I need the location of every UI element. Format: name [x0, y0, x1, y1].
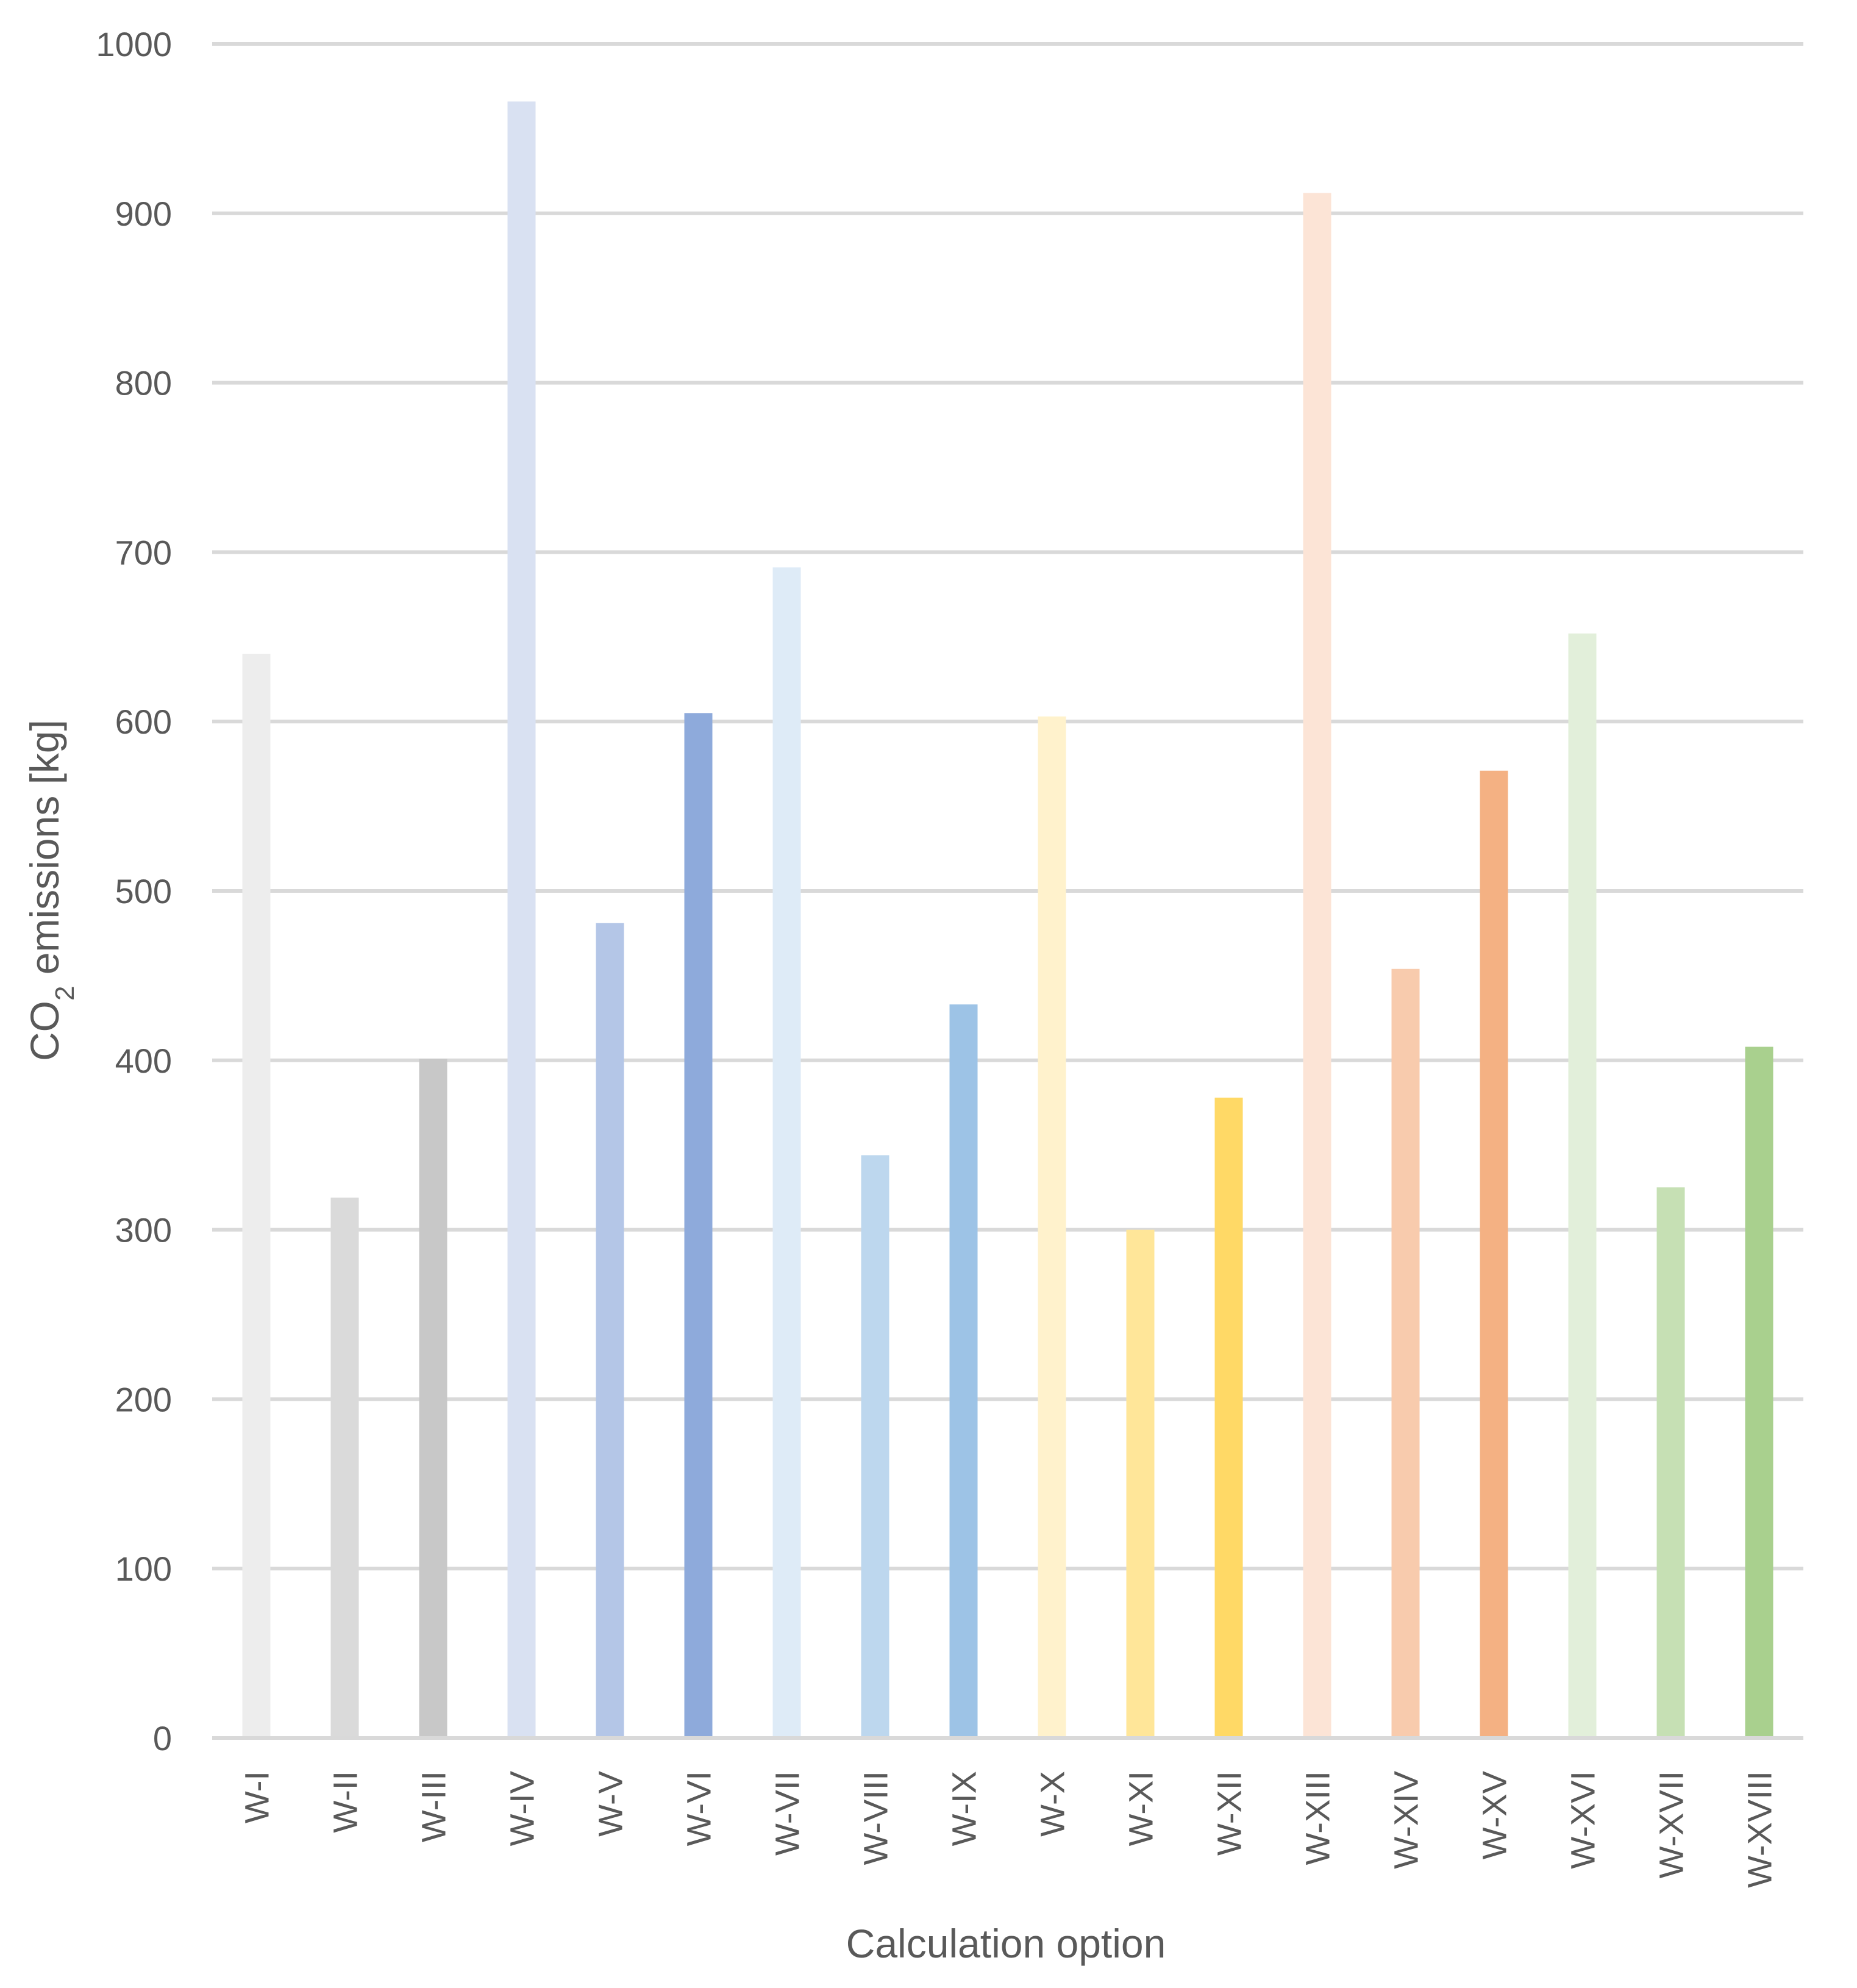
gridlines [212, 42, 1803, 1571]
x-tick-label: W-VIII [857, 1771, 895, 1865]
bars [242, 101, 1773, 1739]
bar-w-xvi [1568, 633, 1597, 1738]
x-axis-title: Calculation option [846, 1921, 1166, 1966]
y-axis-title-main: CO [22, 1001, 67, 1061]
y-tick-label: 700 [115, 533, 172, 571]
x-tick-label: W-V [591, 1770, 630, 1836]
x-tick-label: W-I [238, 1771, 276, 1823]
y-tick-label: 600 [115, 703, 172, 741]
x-tick-label: W-VI [680, 1771, 718, 1846]
y-tick-label: 500 [115, 872, 172, 910]
y-tick-label: 900 [115, 195, 172, 233]
x-tick-label: W-XV [1475, 1770, 1514, 1859]
x-tick-label: W-XVI [1564, 1771, 1602, 1869]
bar-w-xiii [1303, 193, 1331, 1739]
x-tick-label: W-IX [945, 1771, 983, 1846]
y-tick-label: 800 [115, 364, 172, 402]
bar-w-iii [419, 1059, 447, 1738]
bar-w-vii [772, 567, 801, 1738]
y-axis-title-subscript: 2 [50, 986, 80, 1001]
y-tick-label: 300 [115, 1211, 172, 1250]
x-tick-label: W-III [415, 1771, 453, 1842]
y-axis-title-rest: emissions [kg] [22, 720, 67, 985]
bar-w-v [596, 923, 624, 1738]
x-tick-label: W-X [1033, 1771, 1072, 1837]
x-tick-label: W-XI [1122, 1771, 1160, 1846]
bar-w-xi [1126, 1229, 1155, 1738]
bar-w-i [242, 654, 271, 1738]
x-tick-label: W-XVII [1652, 1771, 1691, 1878]
y-tick-label: 100 [115, 1550, 172, 1588]
bar-w-xviii [1745, 1046, 1773, 1738]
y-tick-label: 200 [115, 1380, 172, 1418]
bar-w-xii [1214, 1097, 1243, 1738]
bar-w-xv [1480, 770, 1508, 1738]
bar-w-ix [949, 1004, 978, 1738]
x-axis-ticks: W-I W-II W-III W-IV W-V W-VI W-VII W-VIII W-IX W-… [238, 1770, 1779, 1888]
x-tick-label: W-IV [503, 1770, 541, 1846]
x-tick-label: W-XVIII [1741, 1771, 1779, 1888]
y-axis-title: CO2 emissions [kg] [22, 720, 80, 1061]
bar-w-ii [330, 1197, 359, 1738]
bar-w-x [1038, 716, 1066, 1738]
y-tick-label: 0 [153, 1719, 172, 1757]
x-tick-label: W-XIV [1387, 1770, 1425, 1868]
bar-w-vi [684, 713, 713, 1738]
bar-w-iv [507, 101, 536, 1739]
x-tick-label: W-VII [768, 1771, 807, 1856]
x-tick-label: W-II [326, 1771, 365, 1833]
bar-w-xvii [1656, 1187, 1685, 1738]
x-tick-label: W-XII [1210, 1771, 1249, 1856]
y-axis-ticks: 0 100 200 300 400 500 600 700 800 900 1000 [96, 25, 172, 1757]
y-tick-label: 400 [115, 1042, 172, 1080]
y-tick-label: 1000 [96, 25, 172, 63]
x-tick-label: W-XIII [1299, 1771, 1337, 1865]
bar-w-viii [861, 1155, 889, 1738]
bar-w-xiv [1391, 968, 1420, 1738]
